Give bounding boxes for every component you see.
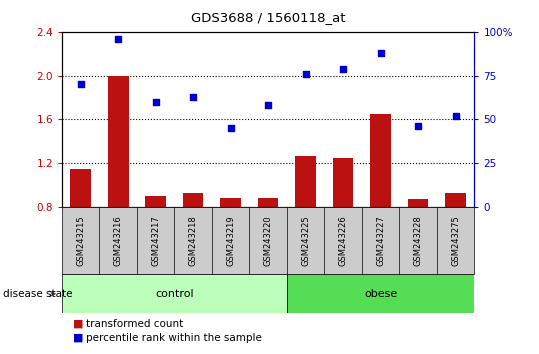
Text: GSM243219: GSM243219 <box>226 215 235 266</box>
Bar <box>108 76 128 295</box>
Point <box>226 125 235 131</box>
Text: disease state: disease state <box>3 289 72 299</box>
Bar <box>370 114 391 295</box>
Bar <box>408 199 429 295</box>
Text: transformed count: transformed count <box>86 319 183 329</box>
Bar <box>146 196 166 295</box>
Point <box>77 81 85 87</box>
Bar <box>183 193 204 295</box>
Point <box>189 94 197 99</box>
Bar <box>62 274 287 313</box>
Bar <box>287 274 474 313</box>
Point <box>339 66 348 72</box>
Point <box>414 124 423 129</box>
Point <box>451 113 460 119</box>
Point <box>114 36 122 42</box>
Text: GSM243217: GSM243217 <box>151 215 160 266</box>
Text: GSM243227: GSM243227 <box>376 215 385 266</box>
Bar <box>220 198 241 295</box>
Text: percentile rank within the sample: percentile rank within the sample <box>86 333 262 343</box>
Text: GSM243225: GSM243225 <box>301 215 310 266</box>
Point <box>151 99 160 105</box>
Text: ■: ■ <box>73 333 83 343</box>
Text: control: control <box>155 289 194 299</box>
Text: obese: obese <box>364 289 397 299</box>
Text: GSM243216: GSM243216 <box>114 215 123 266</box>
Text: GSM243228: GSM243228 <box>413 215 423 266</box>
Point <box>376 50 385 56</box>
Text: GSM243215: GSM243215 <box>76 215 85 266</box>
Bar <box>445 193 466 295</box>
Text: GSM243220: GSM243220 <box>264 215 273 266</box>
Text: GDS3688 / 1560118_at: GDS3688 / 1560118_at <box>191 11 345 24</box>
Bar <box>333 158 354 295</box>
Text: ■: ■ <box>73 319 83 329</box>
Text: GSM243218: GSM243218 <box>189 215 198 266</box>
Text: GSM243275: GSM243275 <box>451 215 460 266</box>
Bar <box>295 156 316 295</box>
Text: GSM243226: GSM243226 <box>338 215 348 266</box>
Point <box>264 103 273 108</box>
Bar <box>71 169 91 295</box>
Bar <box>258 198 279 295</box>
Point <box>301 71 310 77</box>
